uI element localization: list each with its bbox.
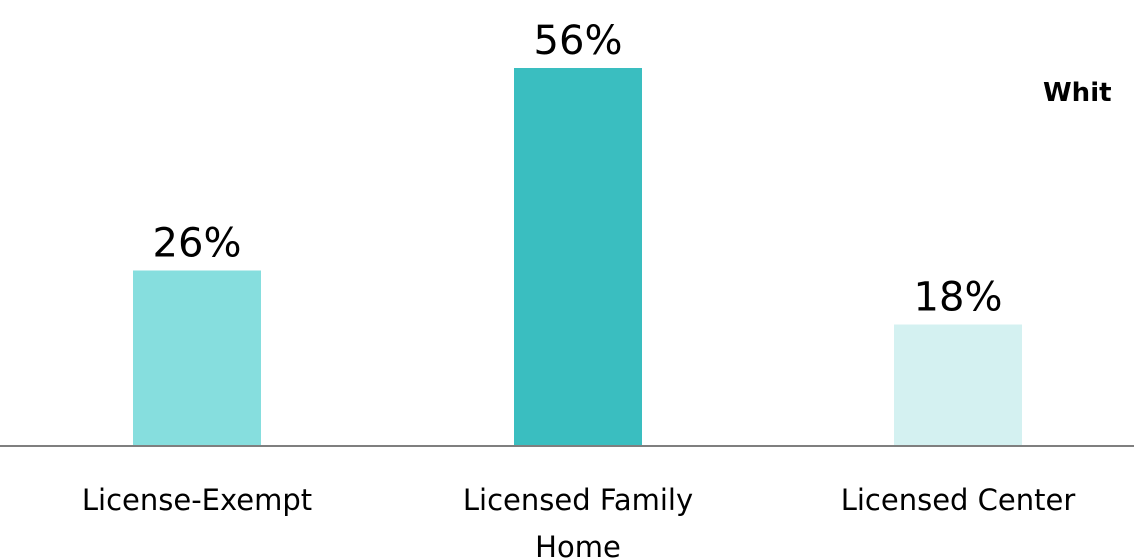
bars-layer xyxy=(133,68,1022,446)
value-label-3: 18% xyxy=(914,275,1003,321)
chart-title: Whit xyxy=(1043,78,1112,108)
category-label-1: License-Exempt xyxy=(82,483,312,517)
category-label-3: Licensed Center xyxy=(841,483,1076,517)
value-label-1: 26% xyxy=(153,221,242,267)
category-label-2-line-2: Home xyxy=(535,530,621,559)
category-label-2-line-1: Licensed Family xyxy=(463,483,693,517)
bar-2 xyxy=(514,68,642,446)
value-label-2: 56% xyxy=(534,18,623,64)
bar-3 xyxy=(894,324,1022,446)
labels-layer: 26% License-Exempt 56% Licensed Family Home 1… xyxy=(82,18,1075,559)
bar-1 xyxy=(133,270,261,446)
